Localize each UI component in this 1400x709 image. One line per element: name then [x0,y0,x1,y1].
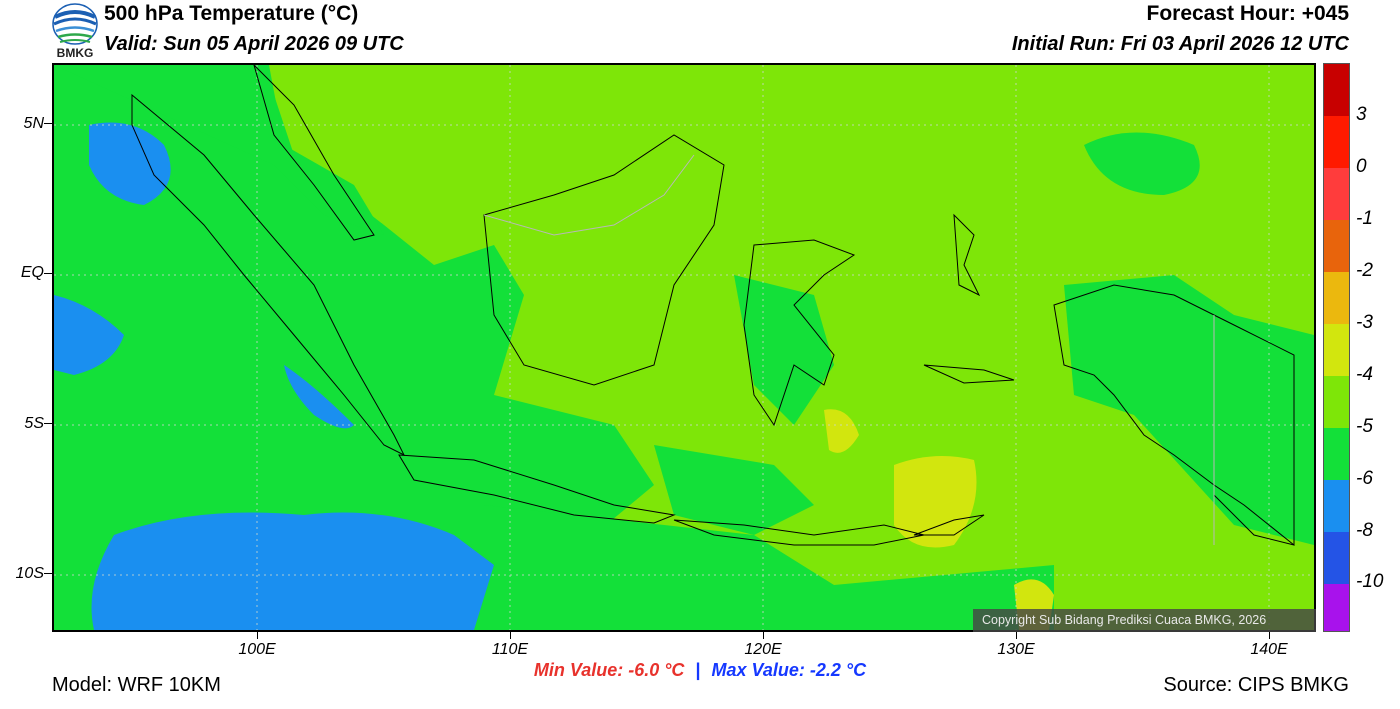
colorbar-segment [1324,220,1349,272]
x-label-120e: 120E [744,641,782,658]
y-label-eq: EQ [20,264,44,281]
colorbar-label: -3 [1356,312,1373,333]
colorbar-segment [1324,584,1349,631]
copyright-notice: Copyright Sub Bidang Prediksi Cuaca BMKG… [973,609,1316,632]
colorbar-segment [1324,168,1349,220]
y-label-5n: 5N [23,115,44,132]
coastline-malay-peninsula [253,65,375,241]
contour-region-minus2-banda [894,456,977,548]
contour-region-minus4-ne [1084,132,1200,195]
coastline-papua [1053,284,1295,547]
x-label-140e: 140E [1250,641,1288,658]
colorbar-label: -6 [1356,468,1373,489]
y-label-5s: 5S [24,415,44,432]
colorbar-label: -8 [1356,520,1373,541]
coastline-timor [913,514,985,536]
contour-region-minus5-sw [91,512,494,630]
contour-region-minus4-sulawesi [734,275,834,425]
border-malaysia [483,154,695,236]
forecast-hour: Forecast Hour: +045 [1146,2,1350,25]
colorbar-segment [1324,324,1349,376]
colorbar-label: -2 [1356,260,1373,281]
y-tick [44,573,52,574]
y-tick [44,423,52,424]
min-value: Min Value: -6.0 °C [533,660,685,680]
colorbar-label: 0 [1356,156,1367,177]
contour-region-minus4-north [54,65,384,235]
contour-region-minus5-nw [89,122,171,205]
coastline-sumatra [131,93,406,457]
contour-region-minus4-south [484,505,1054,630]
x-tick [257,632,258,639]
y-label-10s: 10S [15,565,44,582]
coastline-sulawesi [743,239,856,427]
max-value: Max Value: -2.2 °C [711,660,867,680]
colorbar-label: -4 [1356,364,1373,385]
x-tick [1016,632,1017,639]
colorbar-segment [1324,532,1349,584]
data-source: Source: CIPS BMKG [1163,674,1349,696]
x-tick [763,632,764,639]
bmkg-logo: BMKG [52,2,98,60]
coastline-java [398,454,676,524]
model-name: Model: WRF 10KM [52,674,221,696]
y-tick [44,273,52,274]
colorbar-label: -1 [1356,208,1373,229]
coastline-papua-south [1213,494,1295,546]
x-label-130e: 130E [997,641,1035,658]
colorbar-segment [1324,428,1349,480]
x-tick [1269,632,1270,639]
min-max-values: Min Value: -6.0 °C | Max Value: -2.2 °C [0,660,1400,681]
colorbar-label: -10 [1356,571,1384,592]
logo-text: BMKG [56,46,94,60]
coastline-borneo [483,134,725,386]
contour-region-minus4-west [54,65,654,630]
x-label-100e: 100E [238,641,276,658]
y-tick [44,123,52,124]
temperature-map [52,63,1316,632]
colorbar-segment [1324,376,1349,428]
temperature-colorbar [1323,63,1350,632]
colorbar-segment [1324,64,1349,116]
coastline-halmahera [953,213,981,297]
contour-region-minus2-sulawesi [824,409,859,453]
contour-region-minus4-bali [654,445,814,535]
x-label-110e: 110E [491,641,529,658]
initial-run: Initial Run: Fri 03 April 2026 12 UTC [1011,33,1349,55]
map-title: 500 hPa Temperature (°C) [104,2,359,25]
colorbar-segment [1324,272,1349,324]
x-tick [510,632,511,639]
colorbar-segment [1324,480,1349,532]
colorbar-segment [1324,116,1349,168]
value-separator: | [695,660,701,680]
colorbar-label: -5 [1356,416,1373,437]
valid-time: Valid: Sun 05 April 2026 09 UTC [104,33,404,55]
contour-region-minus5-small [284,365,354,429]
coastline-seram [923,364,1015,384]
contour-region-minus5-w [54,295,124,375]
contour-region-minus4-papua [1064,275,1314,545]
colorbar-label: 3 [1356,104,1367,125]
